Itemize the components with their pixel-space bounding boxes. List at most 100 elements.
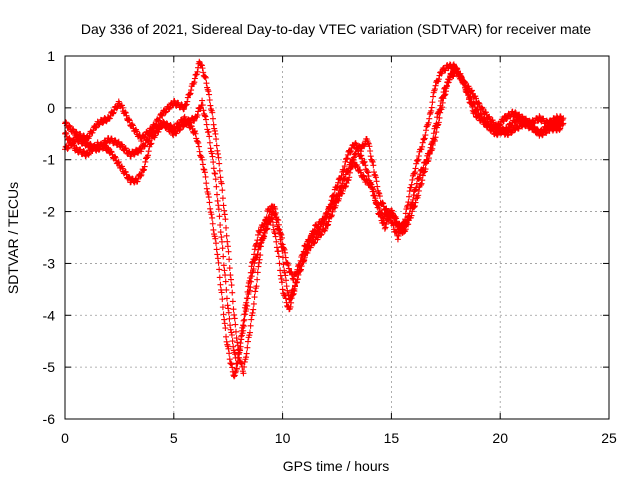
- data-point: [219, 187, 226, 194]
- data-point: [474, 111, 481, 118]
- data-point: [276, 227, 283, 234]
- data-point: [278, 279, 285, 286]
- data-point: [250, 256, 257, 263]
- data-point: [143, 155, 150, 162]
- data-point: [220, 202, 227, 209]
- data-point: [288, 299, 295, 306]
- data-point: [202, 173, 209, 180]
- data-point: [311, 239, 318, 246]
- data-point: [115, 138, 122, 145]
- y-tick-label: -4: [43, 307, 56, 323]
- data-point: [494, 132, 501, 139]
- data-point: [376, 193, 383, 200]
- data-point: [148, 140, 155, 147]
- data-point: [251, 246, 258, 253]
- data-point: [373, 178, 380, 185]
- data-point: [230, 306, 237, 313]
- data-point: [264, 225, 271, 232]
- data-point: [358, 155, 365, 162]
- data-point: [86, 133, 93, 140]
- data-point: [129, 122, 136, 129]
- data-point: [206, 91, 213, 98]
- data-point: [413, 160, 420, 167]
- data-point: [374, 183, 381, 190]
- y-tick-label: -2: [43, 204, 56, 220]
- data-point: [218, 286, 225, 293]
- data-point: [293, 279, 300, 286]
- data-point: [382, 224, 389, 231]
- data-point: [350, 154, 357, 161]
- data-point: [293, 279, 300, 286]
- data-point: [111, 137, 118, 144]
- data-point: [376, 205, 383, 212]
- data-point: [213, 183, 220, 190]
- data-point: [280, 261, 287, 268]
- data-point: [370, 169, 377, 176]
- data-point: [332, 202, 339, 209]
- data-point: [246, 332, 253, 339]
- data-point: [290, 290, 297, 297]
- data-point: [238, 327, 245, 334]
- x-tick-label: 15: [384, 430, 400, 446]
- data-point: [426, 115, 433, 122]
- data-point: [556, 126, 563, 133]
- data-point: [167, 122, 174, 129]
- data-point: [126, 116, 132, 123]
- data-point: [422, 166, 429, 173]
- data-point: [305, 247, 312, 254]
- data-point: [220, 253, 227, 260]
- data-point: [314, 223, 321, 230]
- data-point: [372, 174, 379, 181]
- data-point: [425, 119, 432, 126]
- data-point: [101, 142, 108, 149]
- data-point: [239, 322, 246, 329]
- data-point: [202, 113, 209, 120]
- data-point: [465, 96, 472, 103]
- data-point: [344, 151, 351, 158]
- data-point: [226, 350, 233, 357]
- data-point: [352, 140, 359, 147]
- data-point: [133, 128, 140, 135]
- data-point: [279, 254, 286, 261]
- data-point: [369, 159, 376, 166]
- data-point: [225, 309, 232, 316]
- data-point: [405, 221, 412, 228]
- data-point: [300, 258, 307, 265]
- data-point: [223, 286, 230, 293]
- data-point: [246, 277, 253, 284]
- data-point: [126, 173, 132, 180]
- data-point: [200, 166, 207, 173]
- data-point: [442, 91, 449, 98]
- data-point: [393, 215, 400, 222]
- data-point: [224, 243, 231, 250]
- data-point: [558, 120, 565, 127]
- data-point: [435, 76, 442, 83]
- data-point: [342, 183, 349, 190]
- data-point: [284, 302, 291, 309]
- data-point: [220, 311, 227, 318]
- data-point: [240, 370, 247, 377]
- data-point: [227, 322, 234, 329]
- data-point: [134, 149, 141, 156]
- data-point: [231, 373, 238, 380]
- data-point: [228, 329, 235, 336]
- data-point: [253, 240, 260, 247]
- y-tick-label: 1: [47, 48, 55, 64]
- data-point: [278, 243, 285, 250]
- data-point: [443, 83, 450, 90]
- data-point: [192, 130, 199, 137]
- data-point: [414, 158, 421, 165]
- data-point: [366, 180, 373, 187]
- data-point: [217, 281, 224, 288]
- data-point: [361, 158, 368, 165]
- data-point: [354, 147, 361, 154]
- data-point: [426, 111, 433, 118]
- data-point: [375, 202, 382, 209]
- data-point: [370, 162, 377, 169]
- data-point: [287, 303, 294, 310]
- data-point: [222, 278, 229, 285]
- data-point: [163, 108, 170, 115]
- data-point: [369, 157, 376, 164]
- data-point: [241, 304, 248, 311]
